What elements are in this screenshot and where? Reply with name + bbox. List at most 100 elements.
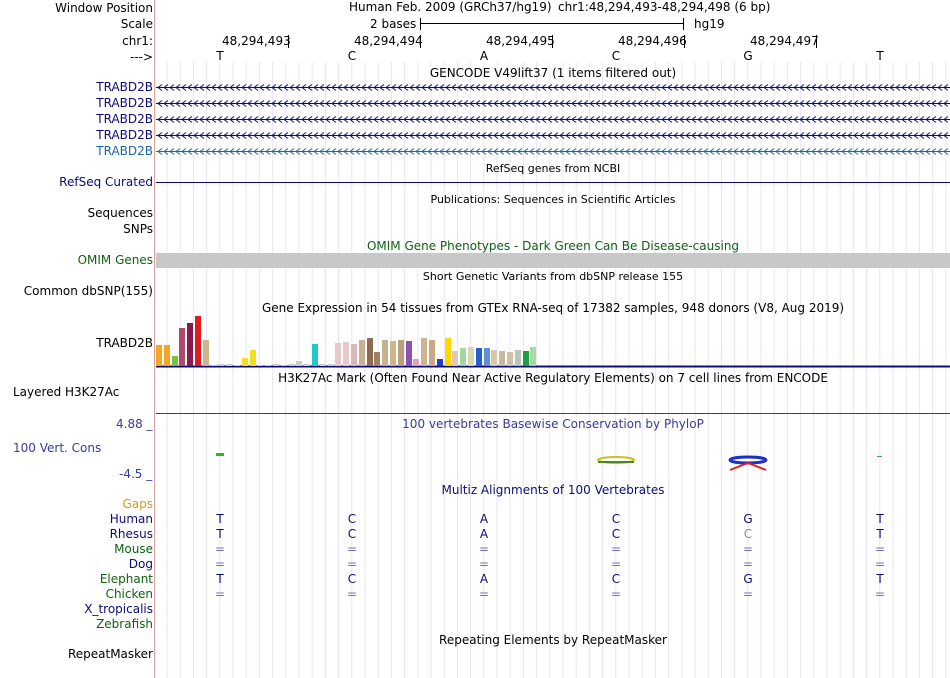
gtex-tissue-bar[interactable]	[390, 341, 396, 366]
gtex-tissue-bar[interactable]	[179, 328, 186, 366]
publications-track-title[interactable]: Publications: Sequences in Scientific Ar…	[430, 193, 676, 206]
conservation-track-title[interactable]: 100 vertebrates Basewise Conservation by…	[402, 417, 704, 431]
repeatmasker-label[interactable]: RepeatMasker	[67, 647, 153, 661]
gtex-tissue-bar[interactable]	[351, 344, 357, 366]
gtex-tissue-bar[interactable]	[210, 365, 217, 366]
gtex-tissue-bar[interactable]	[429, 340, 435, 366]
gtex-tissue-bar[interactable]	[358, 340, 365, 366]
gtex-tissue-bar[interactable]	[273, 364, 279, 366]
gencode-transcript-label[interactable]: TRABD2B	[96, 128, 153, 142]
strand-arrows	[157, 132, 949, 139]
species-label[interactable]: Rhesus	[109, 527, 153, 541]
h3k27ac-label[interactable]: Layered H3K27Ac	[13, 385, 120, 399]
gtex-tissue-bar[interactable]	[249, 350, 256, 366]
gencode-transcript-label[interactable]: TRABD2B	[96, 96, 153, 110]
gtex-tissue-bar[interactable]	[483, 348, 490, 366]
gtex-tissue-bar[interactable]	[335, 343, 342, 366]
omim-label[interactable]: OMIM Genes	[77, 253, 153, 267]
gtex-tissue-bar[interactable]	[444, 338, 451, 366]
gtex-tissue-bar[interactable]	[491, 350, 498, 366]
gencode-transcript-label[interactable]: TRABD2B	[96, 80, 153, 94]
gtex-tissue-bar[interactable]	[319, 364, 326, 366]
gtex-tissue-bar[interactable]	[397, 340, 404, 366]
gtex-tissue-bar[interactable]	[218, 364, 225, 366]
gtex-tissue-bar[interactable]	[288, 364, 295, 366]
gtex-tissue-bar[interactable]	[460, 348, 467, 366]
dbsnp-track-title[interactable]: Short Genetic Variants from dbSNP releas…	[422, 270, 684, 283]
gtex-tissue-bar[interactable]	[327, 364, 334, 366]
alignment-base: C	[743, 527, 753, 541]
alignment-base: T	[216, 572, 224, 586]
conservation-label[interactable]: 100 Vert. Cons	[13, 441, 102, 455]
strand-arrows	[157, 148, 949, 155]
species-label[interactable]: Chicken	[105, 587, 153, 601]
gtex-tissue-bar[interactable]	[475, 348, 482, 366]
gaps-label[interactable]: Gaps	[122, 497, 153, 511]
gtex-tissue-bar[interactable]	[421, 338, 428, 366]
omim-feature-bar[interactable]	[156, 253, 950, 268]
gtex-track-title[interactable]: Gene Expression in 54 tissues from GTEx …	[261, 301, 845, 315]
gtex-tissue-bar[interactable]	[171, 356, 178, 366]
repeatmasker-track-title[interactable]: Repeating Elements by RepeatMasker	[439, 633, 667, 647]
gtex-tissue-bar[interactable]	[257, 365, 264, 366]
species-label[interactable]: Mouse	[114, 542, 153, 556]
gtex-tissue-bar[interactable]	[452, 351, 459, 366]
multiz-track-title[interactable]: Multiz Alignments of 100 Vertebrates	[441, 483, 665, 497]
gtex-tissue-bar[interactable]	[202, 340, 209, 366]
scale-bar	[420, 18, 684, 30]
gtex-tissue-bar[interactable]	[514, 350, 521, 366]
gtex-tissue-bar[interactable]	[234, 365, 240, 366]
h3k27ac-track-title[interactable]: H3K27Ac Mark (Often Found Near Active Re…	[278, 371, 828, 385]
gtex-tissue-bar[interactable]	[195, 316, 201, 366]
chr-label: chr1:	[122, 34, 153, 48]
gencode-track-title[interactable]: GENCODE V49lift37 (1 items filtered out)	[429, 66, 677, 80]
omim-track-title[interactable]: OMIM Gene Phenotypes - Dark Green Can Be…	[366, 239, 740, 253]
scale-db: hg19	[694, 17, 725, 31]
gtex-label[interactable]: TRABD2B	[96, 336, 153, 350]
gtex-tissue-bar[interactable]	[436, 359, 443, 366]
gtex-tissue-bar[interactable]	[499, 351, 506, 366]
refseq-track-title[interactable]: RefSeq genes from NCBI	[485, 162, 621, 175]
gtex-tissue-bar[interactable]	[312, 344, 318, 366]
alignment-base: =	[610, 542, 622, 556]
species-label[interactable]: X_tropicalis	[84, 602, 153, 616]
species-label[interactable]: Zebrafish	[96, 617, 153, 631]
gtex-tissue-bar[interactable]	[374, 352, 381, 366]
refseq-label[interactable]: RefSeq Curated	[59, 175, 153, 189]
snps-label[interactable]: SNPs	[123, 222, 153, 236]
gtex-tissue-bar[interactable]	[413, 359, 420, 366]
gtex-tissue-bar[interactable]	[343, 342, 350, 366]
gtex-tissue-bar[interactable]	[522, 351, 529, 366]
species-label[interactable]: Dog	[128, 557, 153, 571]
gtex-bar-graph[interactable]	[156, 316, 950, 366]
sequences-label[interactable]: Sequences	[87, 206, 153, 220]
gtex-tissue-bar[interactable]	[226, 364, 233, 366]
gtex-tissue-bar[interactable]	[530, 347, 537, 366]
alignment-base: =	[610, 587, 622, 601]
gtex-tissue-bar[interactable]	[280, 365, 287, 366]
gtex-tissue-bar[interactable]	[296, 361, 303, 366]
gencode-transcript-label[interactable]: TRABD2B	[96, 144, 153, 158]
assembly-title: Human Feb. 2009 (GRCh37/hg19)	[349, 0, 552, 14]
gtex-tissue-bar[interactable]	[163, 345, 170, 366]
gtex-tissue-bar[interactable]	[265, 365, 272, 366]
gtex-tissue-bar[interactable]	[241, 358, 248, 366]
gtex-tissue-bar[interactable]	[304, 364, 311, 366]
species-label[interactable]: Human	[109, 512, 153, 526]
gtex-tissue-bar[interactable]	[382, 340, 389, 366]
gtex-tissue-bar[interactable]	[366, 338, 373, 366]
alignment-base: G	[743, 572, 753, 586]
gtex-tissue-bar[interactable]	[187, 323, 194, 366]
species-label[interactable]: Elephant	[99, 572, 153, 586]
gtex-tissue-bar[interactable]	[405, 341, 412, 366]
gencode-transcript-label[interactable]: TRABD2B	[96, 112, 153, 126]
window-range[interactable]: chr1:48,294,493-48,294,498 (6 bp)	[558, 0, 771, 14]
alignment-base: =	[874, 557, 886, 571]
alignment-base: =	[742, 542, 754, 556]
dbsnp-label[interactable]: Common dbSNP(155)	[23, 284, 153, 298]
gtex-tissue-bar[interactable]	[507, 352, 513, 366]
gtex-tissue-bar[interactable]	[156, 345, 162, 366]
gtex-tissue-bar[interactable]	[468, 347, 474, 366]
conservation-logo	[216, 453, 224, 456]
